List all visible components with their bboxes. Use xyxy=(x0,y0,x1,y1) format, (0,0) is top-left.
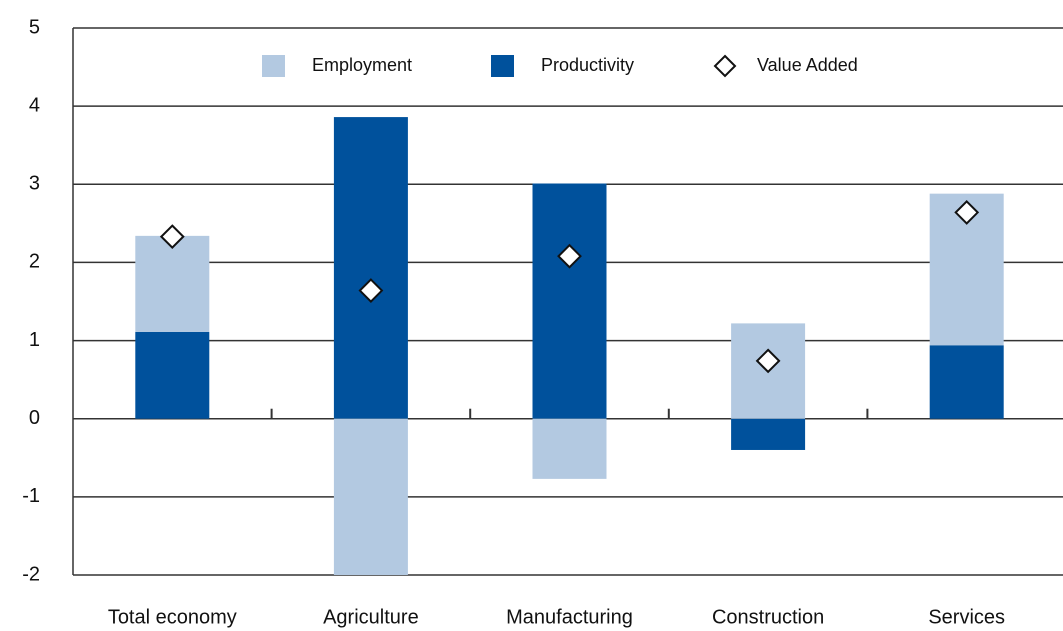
x-tick-label: Manufacturing xyxy=(506,606,633,628)
bar xyxy=(333,418,408,575)
bar xyxy=(333,117,408,419)
marker xyxy=(954,200,980,225)
x-tick-label: Total economy xyxy=(108,606,237,628)
y-tick-label: 3 xyxy=(29,173,40,195)
bar xyxy=(135,331,210,419)
legend-label: Value Added xyxy=(757,55,858,75)
y-tick-label: 0 xyxy=(29,407,40,429)
bar xyxy=(532,418,607,479)
marker xyxy=(358,278,384,303)
y-tick-label: -1 xyxy=(22,485,40,507)
y-tick-label: 1 xyxy=(29,329,40,351)
y-tick-label: 2 xyxy=(29,251,40,273)
y-tick-label: 5 xyxy=(29,16,40,38)
x-tick-label: Construction xyxy=(712,606,824,628)
legend-swatch xyxy=(262,55,285,77)
legend-marker xyxy=(713,54,737,78)
legend-label: Employment xyxy=(312,55,412,75)
bar xyxy=(929,345,1004,419)
x-tick-label: Agriculture xyxy=(323,606,419,628)
bar xyxy=(532,183,607,419)
x-tick-label: Services xyxy=(928,606,1005,628)
legend-label: Productivity xyxy=(541,55,634,75)
legend-swatch xyxy=(491,55,514,77)
marker xyxy=(557,243,582,269)
marker xyxy=(755,348,781,374)
bar xyxy=(731,418,806,450)
marker xyxy=(159,224,185,250)
bar xyxy=(135,235,210,332)
y-tick-label: -2 xyxy=(22,563,40,585)
y-tick-label: 4 xyxy=(29,94,40,116)
legend-bg xyxy=(240,48,900,86)
